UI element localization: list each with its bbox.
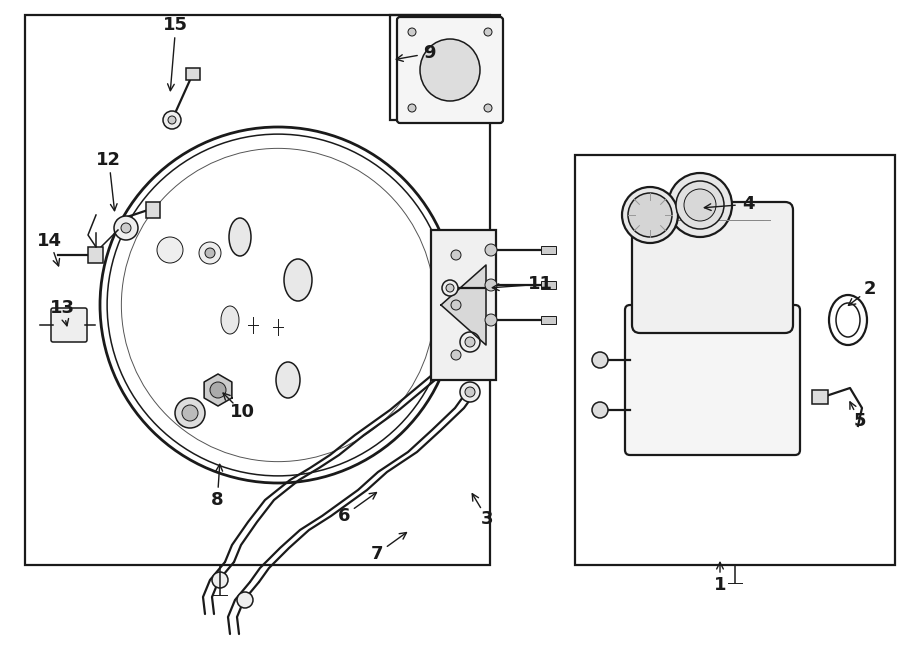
Bar — [575, 155, 895, 565]
Circle shape — [592, 402, 608, 418]
Circle shape — [485, 314, 497, 326]
Circle shape — [237, 592, 253, 608]
Bar — [812, 390, 828, 404]
Text: 2: 2 — [864, 280, 877, 298]
Circle shape — [114, 216, 138, 240]
Bar — [431, 230, 496, 380]
Circle shape — [684, 189, 716, 221]
Ellipse shape — [276, 362, 300, 398]
Bar — [146, 202, 160, 218]
FancyBboxPatch shape — [397, 17, 503, 123]
Text: 10: 10 — [230, 403, 255, 421]
Ellipse shape — [229, 218, 251, 256]
Circle shape — [451, 300, 461, 310]
Bar — [541, 316, 556, 324]
Circle shape — [442, 280, 458, 296]
Circle shape — [157, 237, 183, 263]
Circle shape — [484, 28, 492, 36]
Bar — [541, 246, 556, 254]
Text: 4: 4 — [742, 195, 754, 214]
Circle shape — [408, 104, 416, 112]
Circle shape — [446, 284, 454, 292]
Circle shape — [100, 127, 456, 483]
Circle shape — [465, 387, 475, 397]
Polygon shape — [204, 374, 232, 406]
Circle shape — [451, 250, 461, 260]
Ellipse shape — [221, 306, 239, 334]
Circle shape — [163, 111, 181, 129]
Text: 15: 15 — [163, 16, 188, 34]
Circle shape — [451, 350, 461, 360]
Circle shape — [485, 244, 497, 256]
Bar — [25, 15, 490, 565]
Circle shape — [175, 398, 205, 428]
Text: 13: 13 — [50, 299, 75, 317]
Circle shape — [210, 382, 226, 398]
Text: 8: 8 — [211, 491, 223, 509]
Text: 11: 11 — [527, 275, 553, 293]
Circle shape — [668, 173, 732, 237]
Circle shape — [121, 223, 131, 233]
Ellipse shape — [284, 259, 312, 301]
Circle shape — [199, 242, 221, 264]
FancyBboxPatch shape — [51, 308, 87, 342]
Circle shape — [628, 193, 672, 237]
Circle shape — [205, 248, 215, 258]
Circle shape — [485, 279, 497, 291]
Bar — [541, 281, 556, 289]
Text: 9: 9 — [424, 44, 436, 62]
Circle shape — [676, 181, 724, 229]
Polygon shape — [441, 265, 486, 345]
Circle shape — [182, 405, 198, 421]
Circle shape — [484, 104, 492, 112]
Ellipse shape — [420, 39, 480, 101]
FancyBboxPatch shape — [632, 202, 793, 333]
Circle shape — [465, 337, 475, 347]
Text: 1: 1 — [714, 576, 726, 594]
Bar — [390, 15, 500, 120]
Text: 12: 12 — [96, 151, 122, 169]
Circle shape — [622, 187, 678, 243]
Circle shape — [460, 332, 480, 352]
Bar — [88, 247, 103, 263]
Circle shape — [592, 352, 608, 368]
Text: 7: 7 — [371, 545, 383, 563]
Text: 14: 14 — [37, 231, 62, 250]
Circle shape — [168, 116, 176, 124]
Text: 3: 3 — [481, 510, 493, 527]
Circle shape — [408, 28, 416, 36]
Circle shape — [212, 572, 228, 588]
Bar — [186, 68, 200, 80]
Text: 6: 6 — [338, 507, 350, 525]
Circle shape — [460, 382, 480, 402]
FancyBboxPatch shape — [625, 305, 800, 455]
Text: 5: 5 — [853, 412, 866, 430]
